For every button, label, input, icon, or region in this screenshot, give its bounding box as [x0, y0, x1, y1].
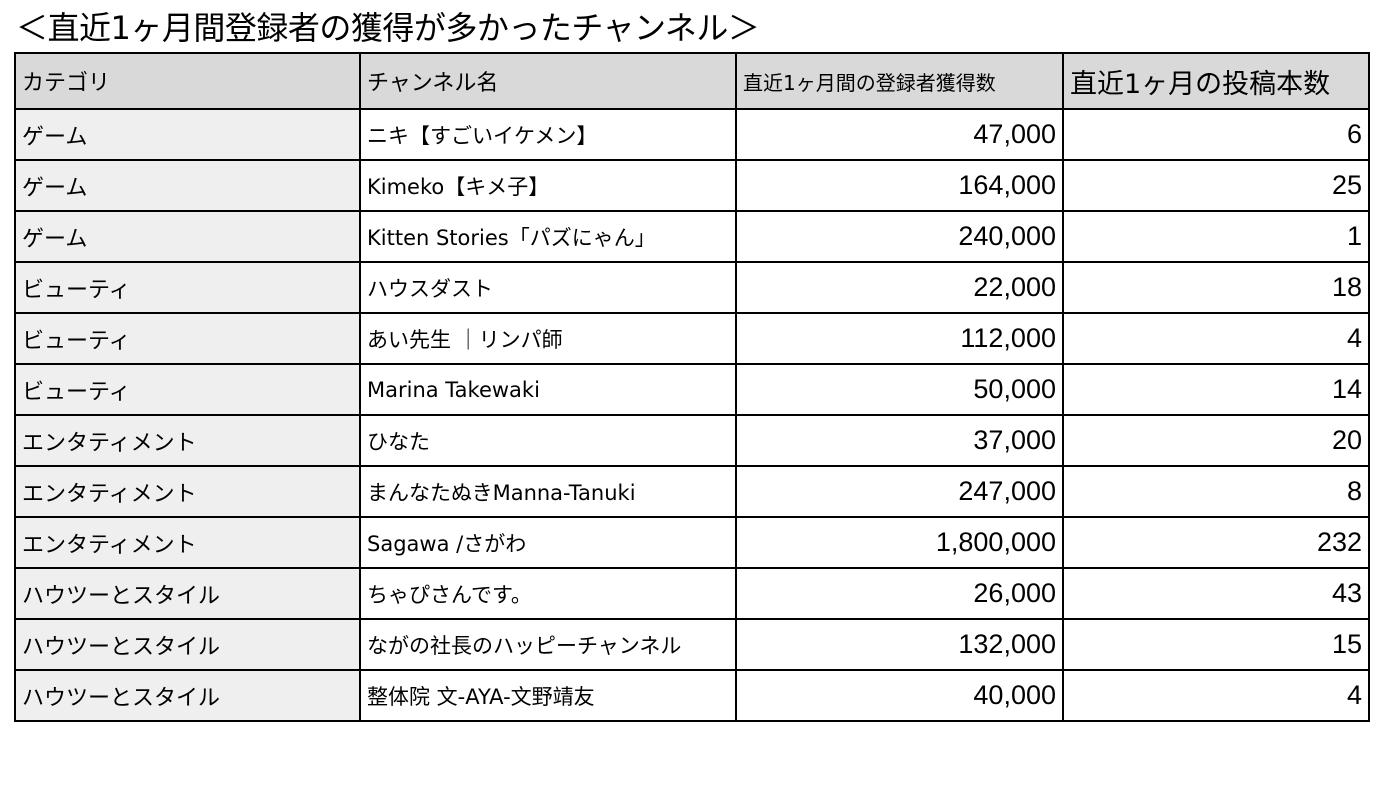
channel-name-cell: Kimeko【キメ子】	[359, 159, 737, 212]
post-count-cell: 4	[1062, 669, 1370, 722]
subscribers-cell: 1,800,000	[735, 516, 1064, 569]
table-body: ゲーム ニキ【すごいイケメン】 47,000 6 ゲーム Kimeko【キメ子】 164,0…	[14, 108, 1370, 722]
table-row: ビューティ ハウスダスト 22,000 18	[14, 261, 1370, 314]
category-cell: エンタティメント	[14, 465, 361, 518]
category-cell: ビューティ	[14, 261, 361, 314]
table-row: エンタティメント ひなた 37,000 20	[14, 414, 1370, 467]
table-row: ゲーム ニキ【すごいイケメン】 47,000 6	[14, 108, 1370, 161]
header-post-count: 直近1ヶ月の投稿本数	[1062, 52, 1370, 110]
channel-name-cell: あい先生 ｜リンパ師	[359, 312, 737, 365]
category-cell: ゲーム	[14, 108, 361, 161]
category-cell: ゲーム	[14, 210, 361, 263]
subscribers-cell: 240,000	[735, 210, 1064, 263]
subscribers-cell: 132,000	[735, 618, 1064, 671]
category-cell: エンタティメント	[14, 414, 361, 467]
subscribers-cell: 50,000	[735, 363, 1064, 416]
channel-name-cell: 整体院 文-AYA-文野靖友	[359, 669, 737, 722]
post-count-cell: 232	[1062, 516, 1370, 569]
category-cell: エンタティメント	[14, 516, 361, 569]
table-row: ゲーム Kimeko【キメ子】 164,000 25	[14, 159, 1370, 212]
category-cell: ハウツーとスタイル	[14, 618, 361, 671]
subscribers-cell: 247,000	[735, 465, 1064, 518]
post-count-cell: 25	[1062, 159, 1370, 212]
channel-table: カテゴリ チャンネル名 直近1ヶ月間の登録者獲得数 直近1ヶ月の投稿本数 ゲーム…	[14, 52, 1370, 722]
category-cell: ビューティ	[14, 312, 361, 365]
channel-name-cell: ひなた	[359, 414, 737, 467]
subscribers-cell: 22,000	[735, 261, 1064, 314]
subscribers-cell: 40,000	[735, 669, 1064, 722]
category-cell: ハウツーとスタイル	[14, 567, 361, 620]
header-subscribers: 直近1ヶ月間の登録者獲得数	[735, 52, 1064, 110]
subscribers-cell: 47,000	[735, 108, 1064, 161]
subscribers-cell: 112,000	[735, 312, 1064, 365]
table-row: ハウツーとスタイル ながの社長のハッピーチャンネル 132,000 15	[14, 618, 1370, 671]
post-count-cell: 15	[1062, 618, 1370, 671]
header-category: カテゴリ	[14, 52, 361, 110]
table-row: ビューティ Marina Takewaki 50,000 14	[14, 363, 1370, 416]
subscribers-cell: 26,000	[735, 567, 1064, 620]
table-row: ビューティ あい先生 ｜リンパ師 112,000 4	[14, 312, 1370, 365]
post-count-cell: 18	[1062, 261, 1370, 314]
table-header: カテゴリ チャンネル名 直近1ヶ月間の登録者獲得数 直近1ヶ月の投稿本数	[14, 52, 1370, 110]
post-count-cell: 14	[1062, 363, 1370, 416]
post-count-cell: 4	[1062, 312, 1370, 365]
channel-name-cell: ハウスダスト	[359, 261, 737, 314]
subscribers-cell: 164,000	[735, 159, 1064, 212]
channel-name-cell: Sagawa /さがわ	[359, 516, 737, 569]
table-row: ゲーム Kitten Stories「パズにゃん」 240,000 1	[14, 210, 1370, 263]
channel-name-cell: ながの社長のハッピーチャンネル	[359, 618, 737, 671]
table-row: ハウツーとスタイル ちゃぴさんです。 26,000 43	[14, 567, 1370, 620]
channel-name-cell: ニキ【すごいイケメン】	[359, 108, 737, 161]
post-count-cell: 6	[1062, 108, 1370, 161]
post-count-cell: 1	[1062, 210, 1370, 263]
page-title: ＜直近1ヶ月間登録者の獲得が多かったチャンネル＞	[16, 9, 760, 47]
header-row: カテゴリ チャンネル名 直近1ヶ月間の登録者獲得数 直近1ヶ月の投稿本数	[14, 52, 1370, 110]
channel-name-cell: Kitten Stories「パズにゃん」	[359, 210, 737, 263]
table-row: エンタティメント Sagawa /さがわ 1,800,000 232	[14, 516, 1370, 569]
header-channel-name: チャンネル名	[359, 52, 737, 110]
table-row: エンタティメント まんなたぬきManna-Tanuki 247,000 8	[14, 465, 1370, 518]
category-cell: ゲーム	[14, 159, 361, 212]
category-cell: ハウツーとスタイル	[14, 669, 361, 722]
post-count-cell: 20	[1062, 414, 1370, 467]
subscribers-cell: 37,000	[735, 414, 1064, 467]
table-row: ハウツーとスタイル 整体院 文-AYA-文野靖友 40,000 4	[14, 669, 1370, 722]
channel-name-cell: まんなたぬきManna-Tanuki	[359, 465, 737, 518]
post-count-cell: 8	[1062, 465, 1370, 518]
channel-name-cell: Marina Takewaki	[359, 363, 737, 416]
channel-name-cell: ちゃぴさんです。	[359, 567, 737, 620]
category-cell: ビューティ	[14, 363, 361, 416]
post-count-cell: 43	[1062, 567, 1370, 620]
